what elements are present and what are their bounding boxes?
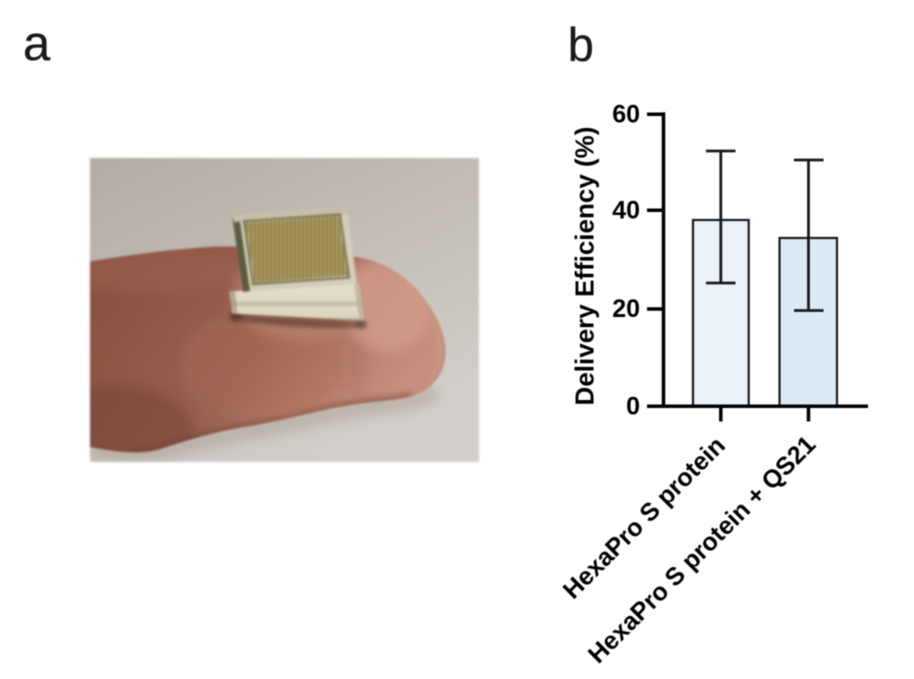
svg-text:20: 20 <box>612 295 640 323</box>
svg-text:HexaPro S protein: HexaPro S protein <box>558 431 731 604</box>
svg-text:40: 40 <box>612 196 640 224</box>
svg-text:0: 0 <box>626 393 640 421</box>
svg-text:Delivery Efficiency (%): Delivery Efficiency (%) <box>570 127 600 406</box>
svg-text:60: 60 <box>612 100 640 128</box>
